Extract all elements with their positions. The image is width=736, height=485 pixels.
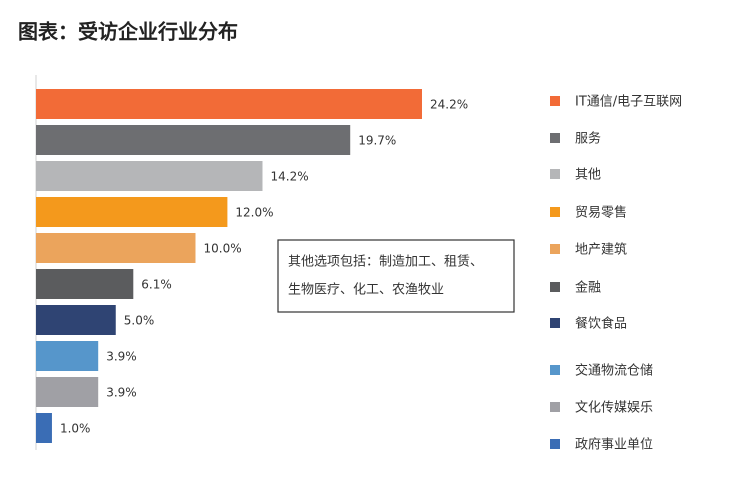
bar	[36, 197, 228, 227]
data-label: 5.0%	[124, 314, 155, 328]
bar	[36, 161, 263, 191]
bar	[36, 413, 52, 443]
bar	[36, 305, 116, 335]
annotation: 其他选项包括：制造加工、租赁、	[288, 255, 483, 270]
data-label: 14.2%	[270, 170, 308, 184]
data-label: 19.7%	[358, 134, 396, 148]
data-label: 1.0%	[60, 422, 90, 436]
bar	[36, 269, 134, 299]
legend-swatch	[550, 282, 560, 292]
legend-label: 政府事业单位	[575, 438, 653, 453]
bar	[36, 377, 99, 407]
bar	[36, 341, 99, 371]
annotation-box	[277, 239, 515, 313]
data-label: 10.0%	[204, 242, 242, 256]
legend-swatch	[550, 439, 560, 449]
legend-swatch	[550, 244, 560, 254]
legend-swatch	[550, 207, 560, 217]
legend-swatch	[550, 365, 560, 375]
data-label: 3.9%	[106, 350, 137, 364]
data-label: 24.2%	[430, 98, 468, 112]
annotation: 生物医疗、化工、农渔牧业	[288, 283, 444, 298]
legend-swatch	[550, 96, 560, 106]
bar	[36, 89, 422, 119]
legend-label: 服务	[575, 131, 601, 147]
legend-swatch	[550, 402, 560, 412]
legend-swatch	[550, 133, 560, 143]
legend-label: 文化传媒娱乐	[575, 401, 653, 416]
legend-label: 地产建筑	[575, 242, 627, 258]
legend-label: 金融	[575, 280, 601, 296]
bar	[36, 233, 196, 263]
legend-label: 其他	[575, 168, 601, 183]
legend-label: 贸易零售	[575, 205, 627, 221]
chart-title: 图表：受访企业行业分布	[18, 20, 238, 44]
data-label: 6.1%	[141, 278, 172, 292]
bar	[36, 125, 351, 155]
data-label: 3.9%	[106, 386, 137, 400]
legend-swatch	[550, 318, 560, 328]
legend-label: 餐饮食品	[575, 316, 627, 332]
legend-label: 交通物流仓储	[575, 363, 653, 379]
legend-swatch	[550, 169, 560, 179]
legend-label: IT通信/电子互联网	[575, 95, 682, 110]
data-label: 12.0%	[235, 206, 273, 220]
